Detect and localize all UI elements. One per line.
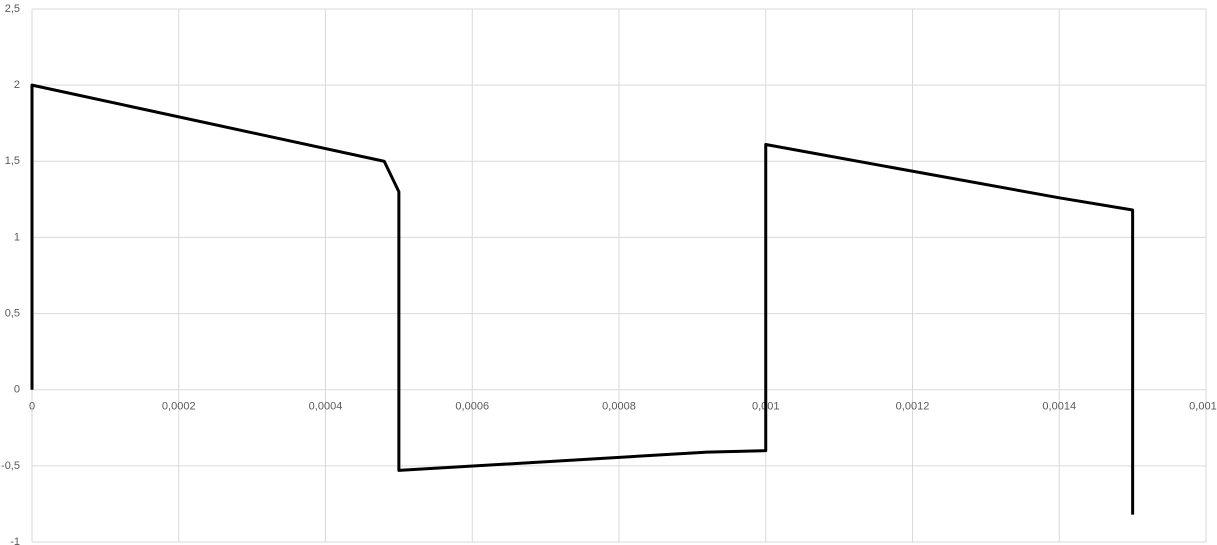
x-tick-label: 0,0006 — [455, 401, 489, 413]
x-tick-label: 0,0012 — [896, 401, 930, 413]
x-tick-label: 0 — [29, 401, 35, 413]
y-tick-label: 2,5 — [5, 3, 20, 15]
y-tick-label: 0,5 — [5, 307, 20, 319]
y-tick-label: 1,5 — [5, 155, 20, 167]
y-tick-label: -0,5 — [1, 460, 20, 472]
data-line — [30, 83, 1135, 515]
y-tick-label: -1 — [10, 536, 20, 545]
y-tick-label: 1 — [14, 231, 20, 243]
x-tick-label: 0,0014 — [1042, 401, 1076, 413]
x-tick-label: 0,0002 — [162, 401, 196, 413]
y-tick-label: 2 — [14, 79, 20, 91]
x-tick-label: 0,0016 — [1189, 401, 1217, 413]
x-tick-label: 0,0004 — [309, 401, 343, 413]
x-tick-label: 0,0008 — [602, 401, 636, 413]
y-tick-label: 0 — [14, 384, 20, 396]
